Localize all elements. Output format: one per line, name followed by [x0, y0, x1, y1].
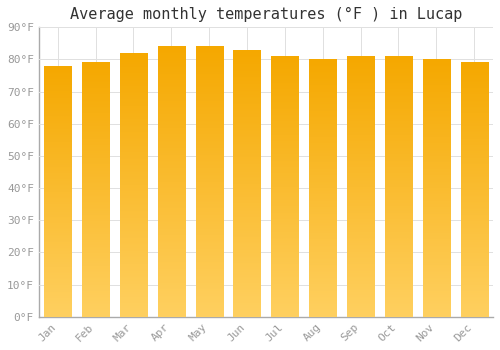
- Title: Average monthly temperatures (°F ) in Lucap: Average monthly temperatures (°F ) in Lu…: [70, 7, 462, 22]
